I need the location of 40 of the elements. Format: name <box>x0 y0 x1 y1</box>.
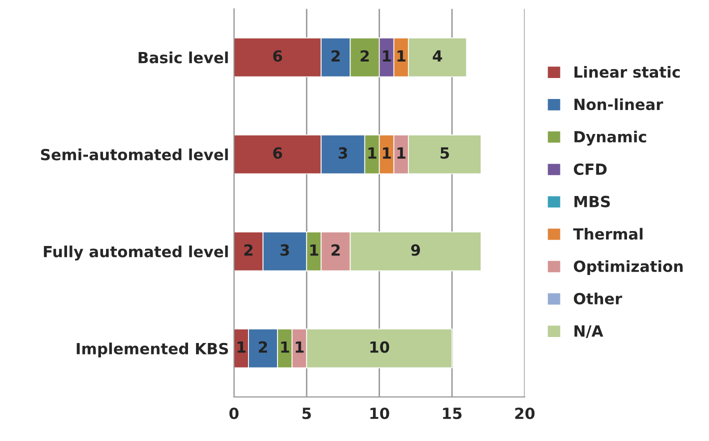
y-tick-label: Semi-automated level <box>41 148 228 160</box>
x-tick-label: 15 <box>443 408 462 420</box>
data-label: 1 <box>281 341 290 353</box>
data-label: 1 <box>398 50 406 62</box>
x-tick-label: 10 <box>370 408 390 420</box>
legend-label: Non-linear <box>574 98 664 110</box>
data-label: 3 <box>338 147 348 159</box>
y-tick-label: Fully automated level <box>44 246 228 260</box>
data-label: 10 <box>370 341 390 353</box>
data-label: 6 <box>273 50 282 62</box>
data-label: 9 <box>411 244 420 256</box>
legend-label: Thermal <box>573 228 642 240</box>
data-label: 2 <box>332 50 340 62</box>
x-tick-label: 0 <box>229 408 239 420</box>
legend-label: MBS <box>574 196 610 208</box>
legend-label: N/A <box>574 325 604 338</box>
x-tick-label: 5 <box>302 408 311 420</box>
legend-label: Linear static <box>574 66 680 78</box>
y-tick-label: Basic level <box>138 52 228 64</box>
data-label: 6 <box>273 147 282 159</box>
legend-label: Other <box>574 292 622 304</box>
x-tick-label: 20 <box>515 408 535 420</box>
data-label: 3 <box>280 244 289 256</box>
data-label: 1 <box>398 147 406 159</box>
data-label: 4 <box>432 50 442 62</box>
data-label: 1 <box>238 341 246 353</box>
data-label: 2 <box>332 244 340 256</box>
legend-label: Optimization <box>574 260 683 276</box>
data-label: 1 <box>310 244 318 256</box>
data-label: 2 <box>360 50 369 62</box>
legend-label: CFD <box>574 163 607 175</box>
data-label: 1 <box>382 50 391 62</box>
data-label: 1 <box>296 341 304 353</box>
data-label: 2 <box>258 341 268 353</box>
data-label: 2 <box>244 244 252 256</box>
data-label: 1 <box>382 147 391 159</box>
data-label: 5 <box>440 147 449 159</box>
legend-label: Dynamic <box>574 130 646 146</box>
y-tick-label: Implemented KBS <box>76 342 228 358</box>
data-label: 1 <box>368 147 376 159</box>
